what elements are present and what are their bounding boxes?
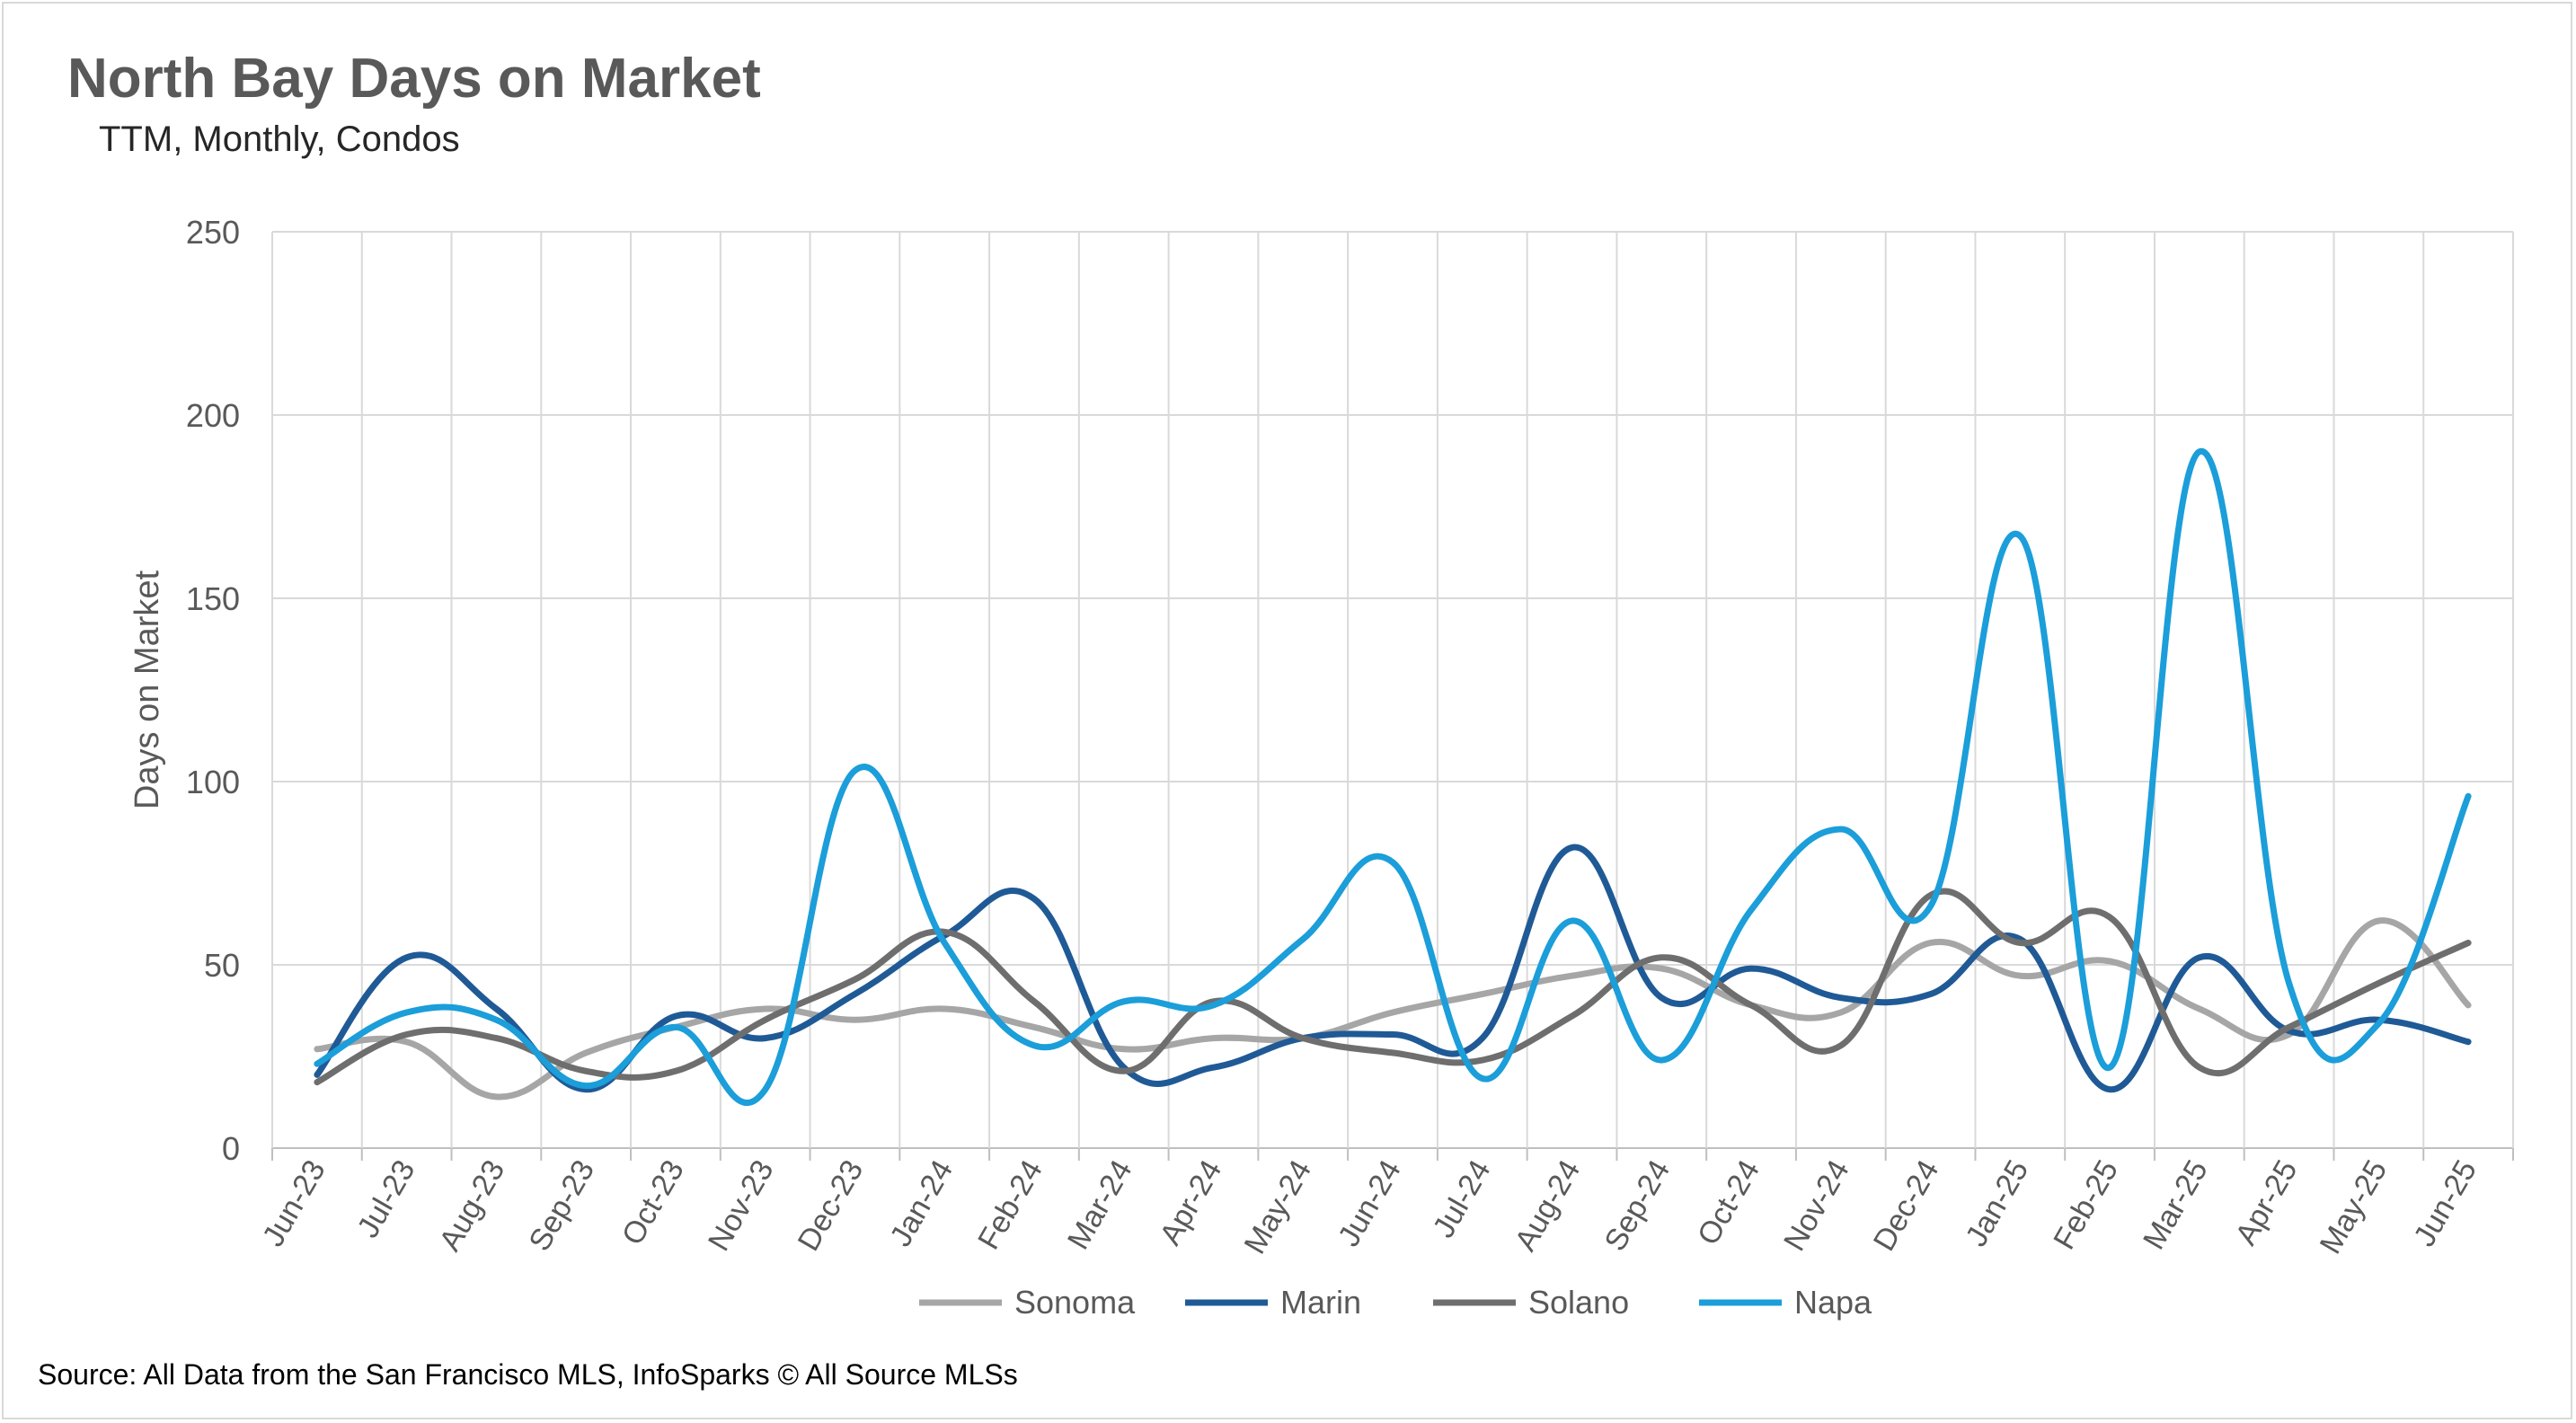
x-tick-label: Aug-24 [1509, 1154, 1588, 1257]
x-tick-label: Sep-24 [1598, 1154, 1677, 1257]
legend-label: Napa [1794, 1284, 1872, 1321]
grid-lines [271, 231, 2514, 1161]
chart-subtitle: TTM, Monthly, Condos [99, 119, 460, 159]
x-tick-label: May-24 [1238, 1154, 1319, 1259]
series-line-marin [314, 844, 2472, 1093]
x-tick-label: Jun-24 [1332, 1154, 1408, 1252]
x-tick-label: Oct-24 [1691, 1154, 1766, 1251]
x-tick-label: Dec-23 [792, 1154, 871, 1257]
x-tick-label: May-25 [2314, 1154, 2395, 1259]
legend-item-sonoma: Sonoma [919, 1284, 1136, 1321]
x-tick-label: Nov-24 [1777, 1154, 1856, 1257]
y-tick-label: 50 [204, 947, 240, 984]
x-tick-label: Aug-23 [433, 1154, 512, 1257]
x-tick-label: Dec-24 [1867, 1154, 1946, 1257]
series-line-napa [314, 448, 2472, 1106]
legend: Sonoma Marin Solano Napa [919, 1284, 1872, 1321]
legend-item-marin: Marin [1185, 1284, 1361, 1321]
x-tick-label: Oct-23 [615, 1154, 691, 1251]
x-tick-label: Jul-24 [1426, 1154, 1497, 1243]
legend-label: Sonoma [1014, 1284, 1136, 1321]
chart-title: North Bay Days on Market [67, 48, 761, 110]
x-tick-label: Jan-24 [883, 1154, 960, 1252]
y-axis-label: Days on Market [128, 570, 166, 810]
legend-item-solano: Solano [1433, 1284, 1629, 1321]
legend-item-napa: Napa [1699, 1284, 1872, 1321]
x-tick-label: Mar-25 [2137, 1154, 2215, 1255]
x-tick-label: Jul-23 [350, 1154, 421, 1243]
x-tick-label: Feb-24 [971, 1154, 1049, 1255]
x-axis-ticks: Jun-23 Jul-23 Aug-23 Sep-23 Oct-23 Nov-23 Dec-… [256, 1154, 2483, 1259]
x-tick-label: Sep-23 [522, 1154, 601, 1257]
series-line-sonoma [314, 917, 2472, 1100]
y-tick-label: 200 [186, 397, 240, 434]
series-line-solano [314, 888, 2472, 1086]
x-tick-label: Mar-24 [1061, 1154, 1139, 1255]
legend-label: Marin [1280, 1284, 1361, 1321]
series-lines [314, 448, 2472, 1106]
legend-label: Solano [1528, 1284, 1629, 1321]
x-tick-label: Jun-23 [256, 1154, 332, 1252]
y-tick-label: 250 [186, 214, 240, 251]
x-tick-label: Jan-25 [1959, 1154, 2035, 1252]
y-axis-ticks: 0 50 100 150 200 250 [186, 214, 240, 1167]
y-tick-label: 150 [186, 580, 240, 617]
x-tick-label: Feb-25 [2047, 1154, 2125, 1255]
x-tick-label: Apr-24 [1153, 1154, 1228, 1251]
y-tick-label: 100 [186, 764, 240, 800]
x-tick-label: Nov-23 [702, 1154, 781, 1257]
source-note: Source: All Data from the San Francisco … [38, 1358, 1018, 1391]
y-tick-label: 0 [222, 1130, 240, 1167]
x-tick-label: Apr-25 [2229, 1154, 2305, 1251]
x-tick-label: Jun-25 [2407, 1154, 2483, 1252]
